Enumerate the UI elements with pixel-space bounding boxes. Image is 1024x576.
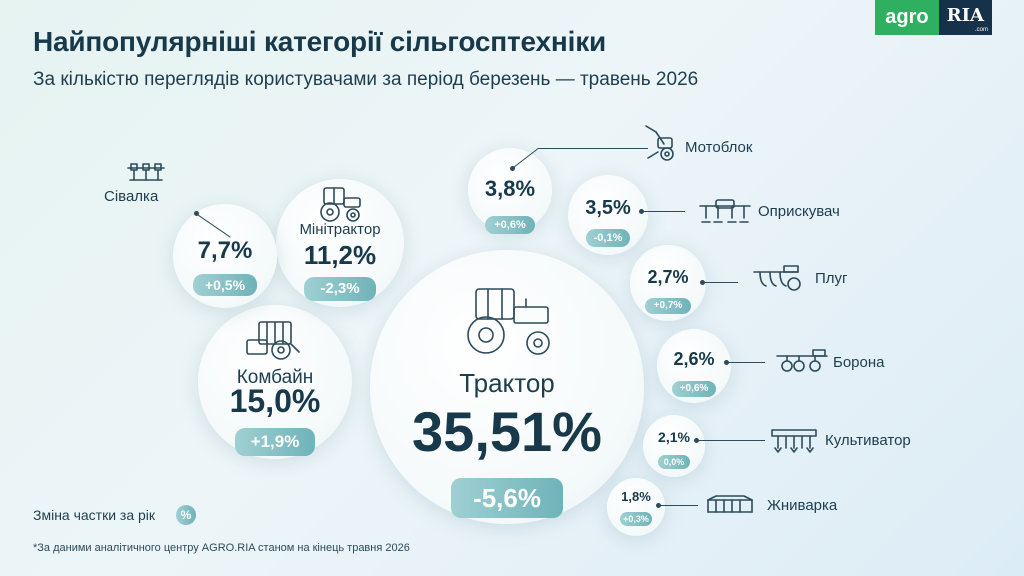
leader-dot-5	[639, 209, 644, 214]
category-label-2: Мінітрактор	[299, 221, 381, 238]
leader-line-4b	[538, 148, 648, 149]
category-label-1: Комбайн	[236, 367, 314, 388]
share-value-5: 3,5%	[585, 197, 631, 219]
legend-badge: %	[176, 505, 196, 525]
share-value-6: 2,7%	[647, 267, 689, 287]
change-badge-9: +0,3%	[620, 512, 652, 526]
tractor-icon	[467, 288, 550, 355]
share-value-2: 11,2%	[303, 240, 377, 270]
walk-behind-tractor-icon	[645, 125, 674, 161]
change-badge-4: +0,6%	[485, 216, 535, 234]
change-badge-3: +0,5%	[193, 274, 257, 296]
leader-dot-3	[194, 211, 199, 216]
change-badge-2: -2,3%	[304, 277, 376, 301]
category-label-8: Культиватор	[825, 432, 911, 449]
change-badge-0: -5,6%	[451, 478, 563, 518]
page-subtitle: За кількістю переглядів користувачами за…	[33, 69, 699, 90]
leader-dot-6	[700, 280, 705, 285]
change-badge-6: +0,7%	[645, 298, 691, 314]
leader-line-9	[658, 505, 698, 506]
category-label-4: Мотоблок	[685, 139, 753, 156]
category-label-7: Борона	[833, 354, 885, 371]
bubble-9	[607, 478, 665, 536]
leader-dot-9	[656, 503, 661, 508]
mini-tractor-icon	[320, 187, 361, 222]
leader-dot-7	[724, 360, 729, 365]
share-value-7: 2,6%	[673, 349, 715, 369]
legend-label: Зміна частки за рік	[33, 507, 156, 523]
share-value-3: 7,7%	[197, 237, 253, 264]
change-badge-1: +1,9%	[235, 428, 315, 456]
share-value-1: 15,0%	[229, 383, 321, 419]
combine-icon	[246, 321, 300, 360]
logo-ria: RIA .com	[938, 0, 992, 35]
header-icon	[707, 495, 753, 513]
share-value-8: 2,1%	[658, 429, 690, 445]
seeder-icon	[127, 163, 165, 181]
leader-line-8	[696, 440, 765, 441]
sprayer-icon	[699, 199, 751, 223]
agro-ria-logo[interactable]: agro RIA .com	[875, 0, 992, 35]
change-badge-8: 0,0%	[658, 455, 690, 469]
category-label-0: Трактор	[459, 368, 555, 398]
cultivator-icon	[771, 429, 817, 453]
category-label-3: Сівалка	[104, 188, 159, 205]
logo-ria-text: RIA	[946, 5, 984, 26]
plow-icon	[753, 265, 801, 291]
category-label-6: Плуг	[815, 270, 848, 287]
footnote: *За даними аналітичного центру AGRO.RIA …	[33, 542, 410, 554]
leader-dot-4	[510, 166, 515, 171]
change-badge-7: +0,6%	[672, 381, 716, 397]
share-value-9: 1,8%	[621, 489, 651, 504]
leader-dot-8	[694, 438, 699, 443]
logo-com: .com	[974, 27, 988, 33]
category-label-5: Оприскувач	[758, 203, 840, 220]
leader-line-5	[641, 211, 685, 212]
logo-agro: agro	[875, 0, 939, 35]
category-label-9: Жниварка	[767, 497, 838, 514]
change-badge-5: -0,1%	[586, 229, 630, 247]
leader-line-7	[726, 362, 765, 363]
harrow-icon	[776, 349, 828, 372]
leader-line-6	[702, 282, 738, 283]
share-value-4: 3,8%	[484, 176, 536, 201]
page-title: Найпопулярніші категорії сільгосптехніки	[33, 26, 607, 57]
share-value-0: 35,51%	[412, 400, 602, 463]
